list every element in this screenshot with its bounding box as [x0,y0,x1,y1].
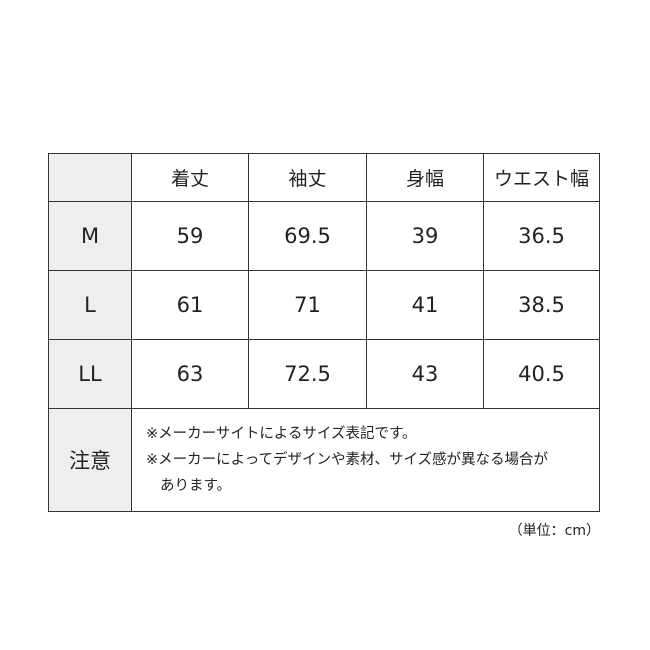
unit-label: （単位：cm） [508,523,600,539]
cell: 40.5 [483,339,600,409]
cell: 36.5 [483,201,600,271]
table-row: LL 63 72.5 43 40.5 [48,339,600,409]
size-label: LL [48,339,132,409]
size-label: L [48,270,132,340]
header-waist: ウエスト幅 [483,153,600,202]
note-line: ※メーカーサイトによるサイズ表記です。 [146,426,417,442]
header-sleeve: 袖丈 [248,153,367,202]
note-line: あります。 [160,478,232,494]
cell: 61 [131,270,249,340]
cell: 72.5 [248,339,367,409]
note-cell: ※メーカーサイトによるサイズ表記です。 ※メーカーによってデザインや素材、サイズ… [131,408,600,512]
corner-cell [48,153,132,202]
cell: 43 [366,339,484,409]
table-row: M 59 69.5 39 36.5 [48,201,600,271]
note-label: 注意 [48,408,132,512]
header-width: 身幅 [366,153,484,202]
cell: 71 [248,270,367,340]
table-row: L 61 71 41 38.5 [48,270,600,340]
header-row: 着丈 袖丈 身幅 ウエスト幅 [48,153,600,202]
size-label: M [48,201,132,271]
cell: 41 [366,270,484,340]
note-row: 注意 ※メーカーサイトによるサイズ表記です。 ※メーカーによってデザインや素材、… [48,408,600,512]
header-length: 着丈 [131,153,249,202]
cell: 59 [131,201,249,271]
note-line: ※メーカーによってデザインや素材、サイズ感が異なる場合が [146,452,549,468]
size-table: 着丈 袖丈 身幅 ウエスト幅 M 59 69.5 39 36.5 L 61 71… [48,153,600,512]
cell: 63 [131,339,249,409]
cell: 69.5 [248,201,367,271]
cell: 38.5 [483,270,600,340]
cell: 39 [366,201,484,271]
